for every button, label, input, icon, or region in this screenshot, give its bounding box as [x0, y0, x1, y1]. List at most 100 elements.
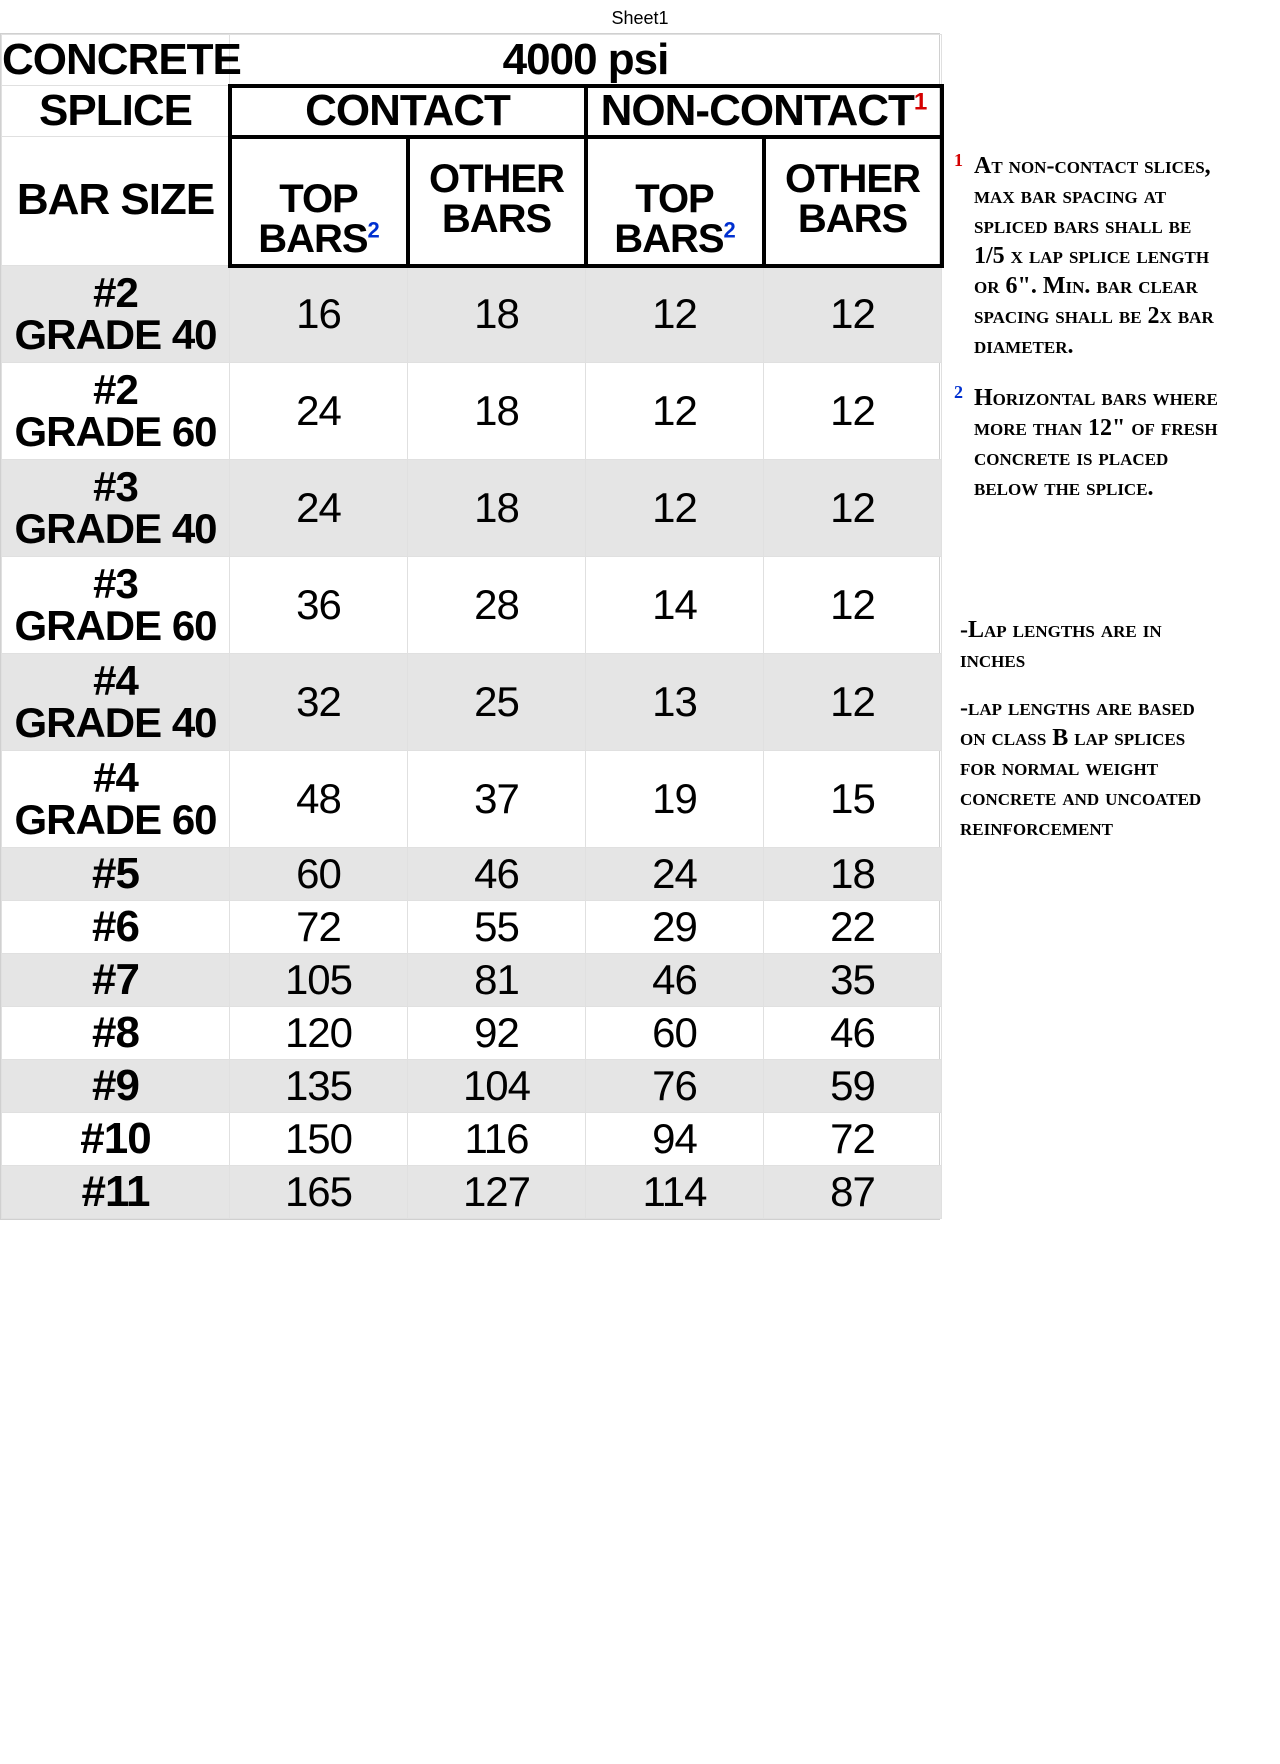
cell: 87	[764, 1166, 942, 1219]
note-4: -lap lengths are based on class B lap sp…	[958, 693, 1222, 843]
hdr-noncontact-other: OTHER BARS	[764, 137, 942, 266]
cell: 48	[230, 751, 408, 848]
cell: 135	[230, 1060, 408, 1113]
row-label: #7	[2, 954, 230, 1007]
table-row: #672552922	[2, 901, 942, 954]
hdr-noncontact-top: TOP BARS2	[586, 137, 764, 266]
row-label: #10	[2, 1113, 230, 1166]
hdr-psi: 4000 psi	[230, 35, 942, 86]
footnote-1-number: 1	[954, 149, 963, 172]
cell: 35	[764, 954, 942, 1007]
hdr-contact-other: OTHER BARS	[408, 137, 586, 266]
footnote-2: 2 Horizontal bars where more than 12" of…	[958, 383, 1222, 503]
table-row: #7105814635	[2, 954, 942, 1007]
row-label: #6	[2, 901, 230, 954]
table-row: #3 GRADE 4024181212	[2, 460, 942, 557]
cell: 12	[764, 654, 942, 751]
note-3: -Lap lengths are in inches	[958, 615, 1222, 675]
cell: 24	[230, 363, 408, 460]
hdr-bar-size: BAR SIZE	[2, 137, 230, 266]
table-row: #101501169472	[2, 1113, 942, 1166]
cell: 114	[586, 1166, 764, 1219]
cell: 18	[408, 266, 586, 363]
hdr-non-contact-text: NON-CONTACT	[601, 86, 914, 135]
cell: 18	[764, 848, 942, 901]
row-label: #3 GRADE 40	[2, 460, 230, 557]
table-row: #3 GRADE 6036281412	[2, 557, 942, 654]
cell: 81	[408, 954, 586, 1007]
cell: 12	[764, 266, 942, 363]
cell: 150	[230, 1113, 408, 1166]
hdr-top-bars-sup: 2	[368, 218, 379, 243]
hdr-concrete: CONCRETE	[2, 35, 230, 86]
cell: 60	[586, 1007, 764, 1060]
cell: 36	[230, 557, 408, 654]
hdr-non-contact-sup: 1	[914, 89, 926, 116]
hdr-contact-top: TOP BARS2	[230, 137, 408, 266]
cell: 116	[408, 1113, 586, 1166]
row-label: #8	[2, 1007, 230, 1060]
cell: 59	[764, 1060, 942, 1113]
cell: 15	[764, 751, 942, 848]
cell: 72	[230, 901, 408, 954]
table-row: #4 GRADE 6048371915	[2, 751, 942, 848]
cell: 24	[230, 460, 408, 557]
table-row: #1116512711487	[2, 1166, 942, 1219]
cell: 55	[408, 901, 586, 954]
cell: 16	[230, 266, 408, 363]
cell: 24	[586, 848, 764, 901]
cell: 29	[586, 901, 764, 954]
cell: 46	[586, 954, 764, 1007]
table-row: #8120926046	[2, 1007, 942, 1060]
table-row: #4 GRADE 4032251312	[2, 654, 942, 751]
cell: 12	[586, 460, 764, 557]
cell: 28	[408, 557, 586, 654]
cell: 37	[408, 751, 586, 848]
cell: 127	[408, 1166, 586, 1219]
row-label: #2 GRADE 40	[2, 266, 230, 363]
cell: 92	[408, 1007, 586, 1060]
hdr-non-contact: NON-CONTACT1	[586, 86, 942, 137]
notes-panel: 1 At non-contact slices, max bar spacing…	[940, 33, 1240, 861]
cell: 105	[230, 954, 408, 1007]
row-label: #5	[2, 848, 230, 901]
table-row: #2 GRADE 6024181212	[2, 363, 942, 460]
cell: 22	[764, 901, 942, 954]
cell: 18	[408, 363, 586, 460]
row-label: #4 GRADE 40	[2, 654, 230, 751]
cell: 72	[764, 1113, 942, 1166]
footnote-1-text: At non-contact slices, max bar spacing a…	[974, 153, 1214, 359]
cell: 12	[586, 363, 764, 460]
cell: 19	[586, 751, 764, 848]
cell: 94	[586, 1113, 764, 1166]
hdr-top-bars-sup-2: 2	[724, 218, 735, 243]
cell: 18	[408, 460, 586, 557]
table-row: #2 GRADE 4016181212	[2, 266, 942, 363]
sheet-label: Sheet1	[0, 0, 1280, 33]
row-label: #2 GRADE 60	[2, 363, 230, 460]
footnote-2-text: Horizontal bars where more than 12" of f…	[974, 385, 1218, 501]
table-row: #91351047659	[2, 1060, 942, 1113]
row-label: #11	[2, 1166, 230, 1219]
cell: 104	[408, 1060, 586, 1113]
row-label: #3 GRADE 60	[2, 557, 230, 654]
cell: 25	[408, 654, 586, 751]
row-label: #9	[2, 1060, 230, 1113]
cell: 120	[230, 1007, 408, 1060]
row-label: #4 GRADE 60	[2, 751, 230, 848]
splice-table: CONCRETE 4000 psi SPLICE CONTACT NON-CON…	[0, 33, 940, 1220]
hdr-splice: SPLICE	[2, 86, 230, 137]
cell: 76	[586, 1060, 764, 1113]
cell: 12	[586, 266, 764, 363]
cell: 14	[586, 557, 764, 654]
cell: 13	[586, 654, 764, 751]
cell: 12	[764, 363, 942, 460]
table-row: #560462418	[2, 848, 942, 901]
hdr-top-bars-text: TOP BARS	[258, 177, 367, 261]
cell: 46	[764, 1007, 942, 1060]
hdr-top-bars-text-2: TOP BARS	[614, 177, 723, 261]
footnote-1: 1 At non-contact slices, max bar spacing…	[958, 151, 1222, 361]
cell: 12	[764, 557, 942, 654]
cell: 165	[230, 1166, 408, 1219]
cell: 46	[408, 848, 586, 901]
